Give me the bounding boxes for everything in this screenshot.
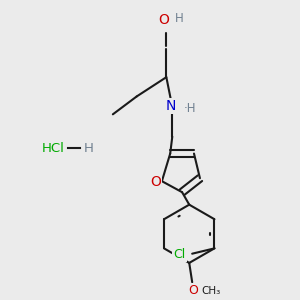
Text: Cl: Cl	[173, 248, 185, 261]
Text: O: O	[150, 176, 161, 189]
Text: O: O	[188, 284, 198, 297]
Text: H: H	[175, 12, 183, 26]
Text: ·H: ·H	[184, 102, 197, 115]
Text: N: N	[166, 99, 176, 113]
Text: HCl: HCl	[42, 142, 65, 155]
Text: H: H	[84, 142, 94, 155]
Text: CH₃: CH₃	[201, 286, 220, 296]
Text: O: O	[158, 13, 169, 27]
